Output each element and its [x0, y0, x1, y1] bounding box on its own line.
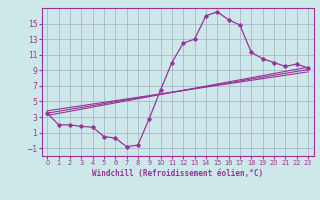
X-axis label: Windchill (Refroidissement éolien,°C): Windchill (Refroidissement éolien,°C) — [92, 169, 263, 178]
